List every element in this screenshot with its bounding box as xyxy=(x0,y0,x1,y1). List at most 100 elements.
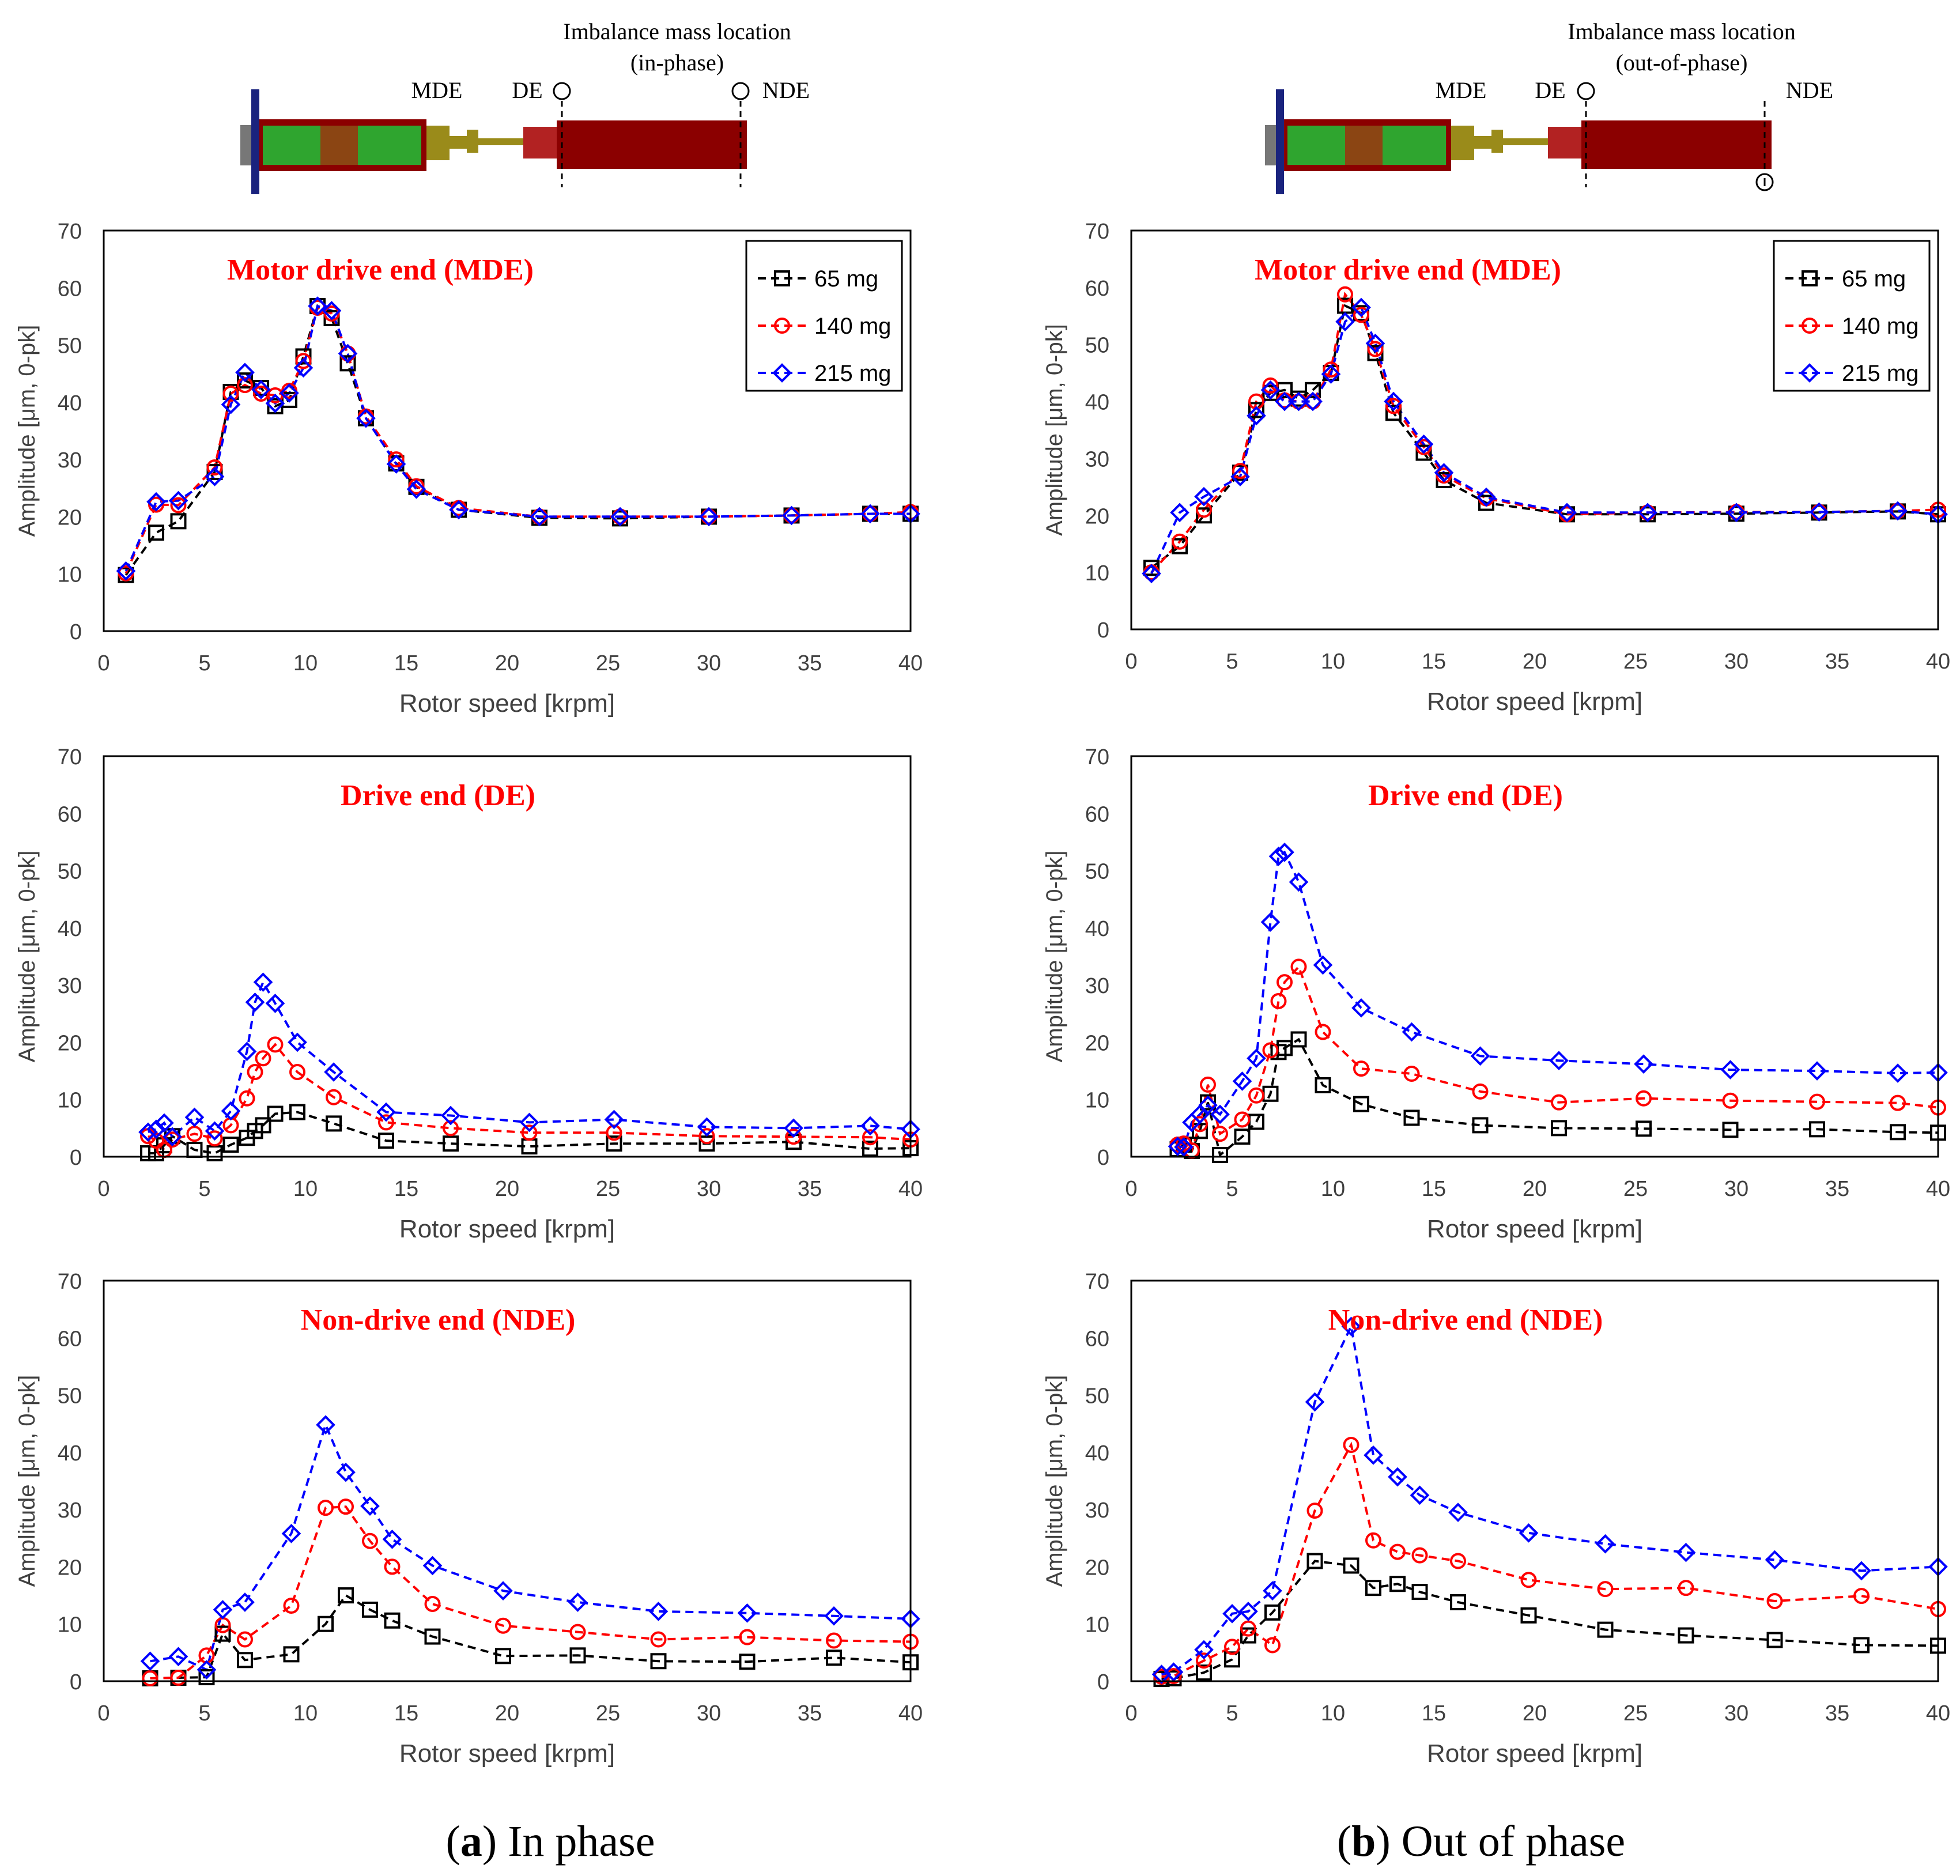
data-point xyxy=(1436,471,1452,488)
legend-label: 140 mg xyxy=(1842,314,1919,339)
data-point xyxy=(142,1670,158,1687)
x-tick-label: 40 xyxy=(898,651,923,675)
y-tick-label: 50 xyxy=(1085,860,1109,884)
data-point xyxy=(1365,1532,1381,1549)
data-point xyxy=(1597,1621,1614,1638)
data-point xyxy=(235,1592,255,1612)
rotor-diagram-out-of-phase: Imbalance mass location (out-of-phase) M… xyxy=(1265,18,1833,194)
data-point xyxy=(1888,1063,1908,1083)
data-point xyxy=(1890,1124,1906,1141)
data-point xyxy=(148,524,164,541)
x-tick-label: 30 xyxy=(1724,650,1748,674)
legend: 65 mg 140 mg 215 mg xyxy=(745,240,903,392)
y-tick-label: 40 xyxy=(1085,917,1109,941)
data-point xyxy=(293,358,314,378)
data-point xyxy=(295,353,312,369)
x-tick-label: 25 xyxy=(596,651,620,675)
x-tick-label: 10 xyxy=(1321,1701,1345,1726)
data-point xyxy=(265,994,285,1013)
caption-b: (b) Out of phase xyxy=(1337,1817,1625,1866)
data-point xyxy=(1321,364,1341,384)
chart-de-out-of-phase: 0 5 10 15 20 25 30 35 40 0 10 20 30 40 50 60 70 Rotor spe… xyxy=(1042,745,1950,1243)
data-point xyxy=(739,1654,756,1670)
data-point xyxy=(214,1625,231,1642)
data-point xyxy=(1414,434,1434,454)
data-point xyxy=(1170,503,1189,523)
data-point xyxy=(237,1631,253,1648)
data-point xyxy=(1174,1137,1194,1157)
data-point xyxy=(1852,1561,1871,1581)
data-point xyxy=(495,1648,511,1664)
data-point xyxy=(1636,1090,1652,1107)
data-point xyxy=(222,1137,239,1153)
x-tick-label: 25 xyxy=(596,1701,620,1726)
data-point xyxy=(1597,1581,1614,1598)
x-axis-label: Rotor speed [krpm] xyxy=(1427,1739,1642,1768)
y-tick-label: 50 xyxy=(58,1384,82,1409)
data-point xyxy=(318,1500,334,1516)
data-point xyxy=(378,1133,394,1149)
y-tick-label: 0 xyxy=(70,620,82,644)
data-point xyxy=(1720,1060,1740,1079)
legend-marker xyxy=(1802,318,1818,334)
data-point xyxy=(1478,495,1494,511)
y-tick-label: 0 xyxy=(70,1146,82,1170)
x-tick-label: 20 xyxy=(1523,1701,1547,1726)
y-tick-label: 30 xyxy=(1085,447,1109,471)
legend: 65 mg 140 mg 215 mg xyxy=(1773,240,1931,392)
y-tick-label: 20 xyxy=(58,1556,82,1580)
data-point xyxy=(1678,1580,1694,1596)
data-point xyxy=(1232,463,1248,480)
y-tick-label: 60 xyxy=(1085,802,1109,826)
data-point xyxy=(295,348,312,365)
data-point xyxy=(1268,846,1289,866)
data-point xyxy=(1853,1588,1870,1605)
data-point xyxy=(604,1109,624,1130)
data-point xyxy=(443,1120,459,1137)
legend-box xyxy=(1773,240,1931,392)
label-nde: NDE xyxy=(1786,77,1833,103)
rotor-diagram-in-phase: Imbalance mass location (in-phase) MDE D… xyxy=(240,18,810,194)
legend-label: 65 mg xyxy=(1842,266,1906,292)
y-tick-label: 50 xyxy=(1085,334,1109,358)
data-point xyxy=(862,1141,878,1157)
data-point xyxy=(1551,1094,1567,1111)
data-point xyxy=(1364,1445,1383,1465)
data-point xyxy=(198,1669,215,1686)
y-tick-label: 70 xyxy=(58,220,82,244)
y-tick-label: 50 xyxy=(58,860,82,884)
x-tick-label: 10 xyxy=(293,1177,318,1201)
data-point xyxy=(1807,1061,1827,1081)
data-point xyxy=(1676,1542,1696,1562)
y-tick-label: 10 xyxy=(1085,1613,1109,1637)
data-point xyxy=(206,463,223,480)
data-point xyxy=(170,1670,187,1686)
data-point xyxy=(697,1117,717,1137)
x-tick-label: 5 xyxy=(198,1177,210,1201)
y-tick-label: 40 xyxy=(58,1441,82,1466)
data-point xyxy=(163,1127,182,1147)
data-point xyxy=(280,383,299,403)
x-tick-label: 15 xyxy=(394,1177,418,1201)
rotor-body xyxy=(557,120,747,169)
data-point xyxy=(530,507,549,527)
data-point xyxy=(1224,1639,1240,1655)
data-point xyxy=(247,1064,263,1081)
series-line-215-mg xyxy=(1177,850,1939,1149)
x-tick-label: 5 xyxy=(1226,1177,1238,1201)
data-point xyxy=(424,1595,441,1612)
data-point xyxy=(860,504,880,524)
coupling-shaft xyxy=(478,138,524,145)
data-point xyxy=(1638,503,1657,523)
x-tick-label: 10 xyxy=(293,651,318,675)
data-point xyxy=(519,1112,539,1133)
motor-flange xyxy=(1276,89,1284,194)
series-line-140-mg xyxy=(1161,1441,1939,1678)
data-point xyxy=(326,1089,342,1105)
data-point xyxy=(1196,507,1212,524)
data-point xyxy=(1262,377,1279,394)
x-tick-label: 25 xyxy=(1623,1177,1648,1201)
data-point xyxy=(245,992,265,1012)
y-tick-label: 30 xyxy=(58,448,82,473)
data-point xyxy=(493,1581,513,1601)
